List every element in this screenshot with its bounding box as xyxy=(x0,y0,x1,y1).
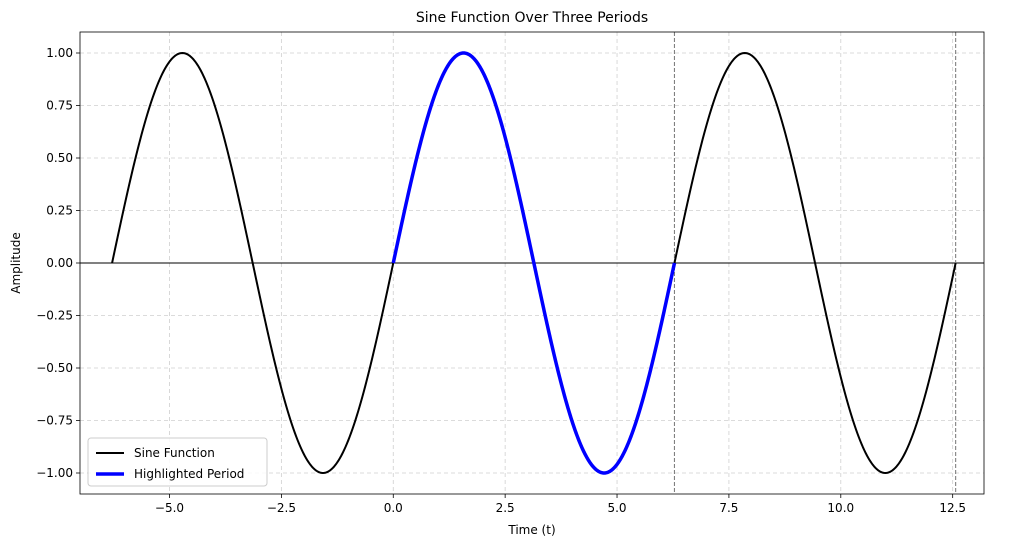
y-tick-label: 1.00 xyxy=(46,46,73,60)
x-tick-label: 0.0 xyxy=(384,501,403,515)
series-line-highlighted-period xyxy=(391,51,677,475)
y-tick-label: −0.75 xyxy=(36,414,73,428)
legend-label-sine-function: Sine Function xyxy=(134,446,215,460)
x-tick-label: 2.5 xyxy=(496,501,515,515)
legend-label-highlighted-period: Highlighted Period xyxy=(134,467,244,481)
y-tick-label: −0.50 xyxy=(36,361,73,375)
legend: Sine Function Highlighted Period xyxy=(87,437,268,487)
x-tick-label: 12.5 xyxy=(939,501,966,515)
ticks: −5.0 −2.5 0.0 2.5 5.0 7.5 10.0 12.5 −1.00 −0.75 −0… xyxy=(36,46,966,515)
series-lines xyxy=(111,51,957,475)
x-tick-label: 7.5 xyxy=(719,501,738,515)
x-tick-label: −2.5 xyxy=(267,501,296,515)
y-axis-label: Amplitude xyxy=(9,232,23,294)
x-tick-label: 5.0 xyxy=(607,501,626,515)
y-tick-label: −1.00 xyxy=(36,466,73,480)
x-tick-label: −5.0 xyxy=(155,501,184,515)
y-tick-label: 0.25 xyxy=(46,204,73,218)
chart-title: Sine Function Over Three Periods xyxy=(416,10,648,26)
reference-lines xyxy=(80,32,984,494)
y-tick-label: −0.25 xyxy=(36,309,73,323)
y-tick-label: 0.00 xyxy=(46,256,73,270)
y-tick-label: 0.50 xyxy=(46,151,73,165)
x-axis-label: Time (t) xyxy=(507,523,555,537)
y-tick-label: 0.75 xyxy=(46,99,73,113)
legend-box xyxy=(87,437,268,487)
x-tick-label: 10.0 xyxy=(827,501,854,515)
